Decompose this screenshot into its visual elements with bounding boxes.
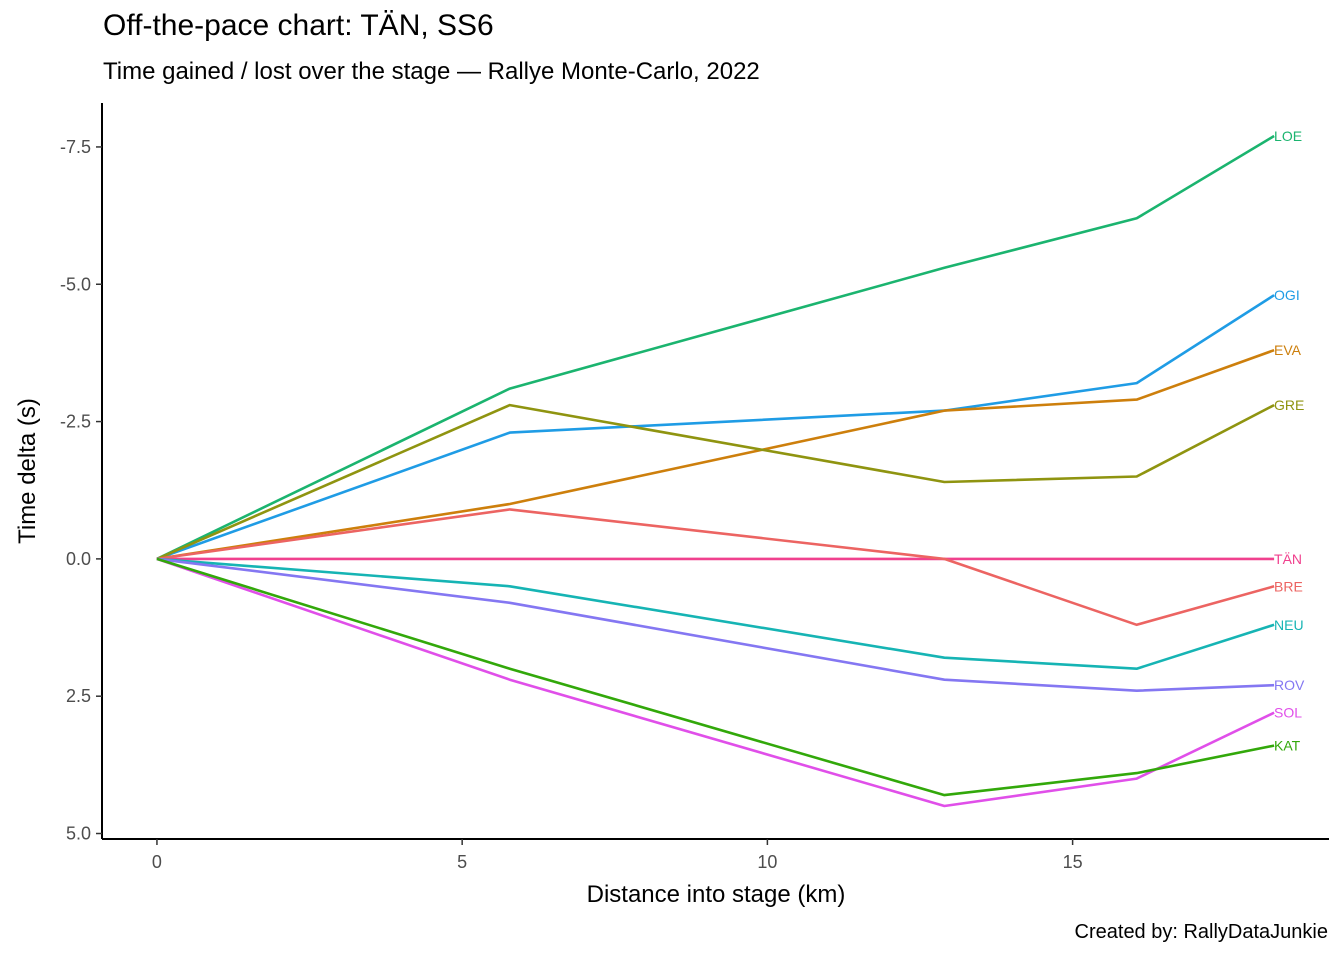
series-end-label: EVA (1274, 342, 1302, 358)
y-tick-label: 2.5 (66, 686, 91, 706)
series-line-bre (156, 508, 1275, 627)
series-line-loe (156, 134, 1275, 561)
series-end-label: ROV (1274, 677, 1305, 693)
series-end-label: TÄN (1274, 551, 1302, 567)
y-tick-label: -5.0 (60, 274, 91, 294)
series-line-ogi (156, 294, 1275, 561)
series-end-label: GRE (1274, 397, 1304, 413)
end-labels-layer: LOE OGI EVA GRE TÄN BRE NEU ROV SOL KAT (1274, 128, 1305, 754)
axes-layer (101, 103, 1329, 840)
series-line-sol (156, 557, 1275, 808)
y-tick-label: 0.0 (66, 549, 91, 569)
series-end-label: SOL (1274, 705, 1302, 721)
series-line-eva (156, 348, 1275, 561)
y-tick-label: -2.5 (60, 412, 91, 432)
x-tick-label: 5 (457, 852, 467, 872)
y-tick-label: -7.5 (60, 137, 91, 157)
series-line-gre (156, 403, 1275, 561)
chart-caption: Created by: RallyDataJunkie (1074, 921, 1328, 943)
series-end-label: KAT (1274, 738, 1301, 754)
series-end-label: BRE (1274, 578, 1303, 594)
y-axis-title: Time delta (s) (14, 398, 41, 544)
series-end-label: LOE (1274, 128, 1302, 144)
ticks-layer: 0 5 10 15 -7.5 -5.0 -2.5 0.0 2.5 5.0 (60, 137, 1083, 872)
series-line-rov (156, 557, 1275, 693)
x-axis-title: Distance into stage (km) (587, 881, 846, 908)
chart-subtitle: Time gained / lost over the stage — Rall… (103, 58, 760, 85)
series-line-neu (156, 557, 1275, 671)
series-end-label: NEU (1274, 617, 1304, 633)
y-tick-label: 5.0 (66, 824, 91, 844)
chart-title: Off-the-pace chart: TÄN, SS6 (103, 9, 494, 42)
series-end-label: OGI (1274, 287, 1300, 303)
x-tick-label: 10 (757, 852, 777, 872)
x-tick-label: 15 (1063, 852, 1083, 872)
x-tick-label: 0 (152, 852, 162, 872)
series-layer (156, 134, 1275, 808)
series-line-kat (156, 557, 1275, 797)
